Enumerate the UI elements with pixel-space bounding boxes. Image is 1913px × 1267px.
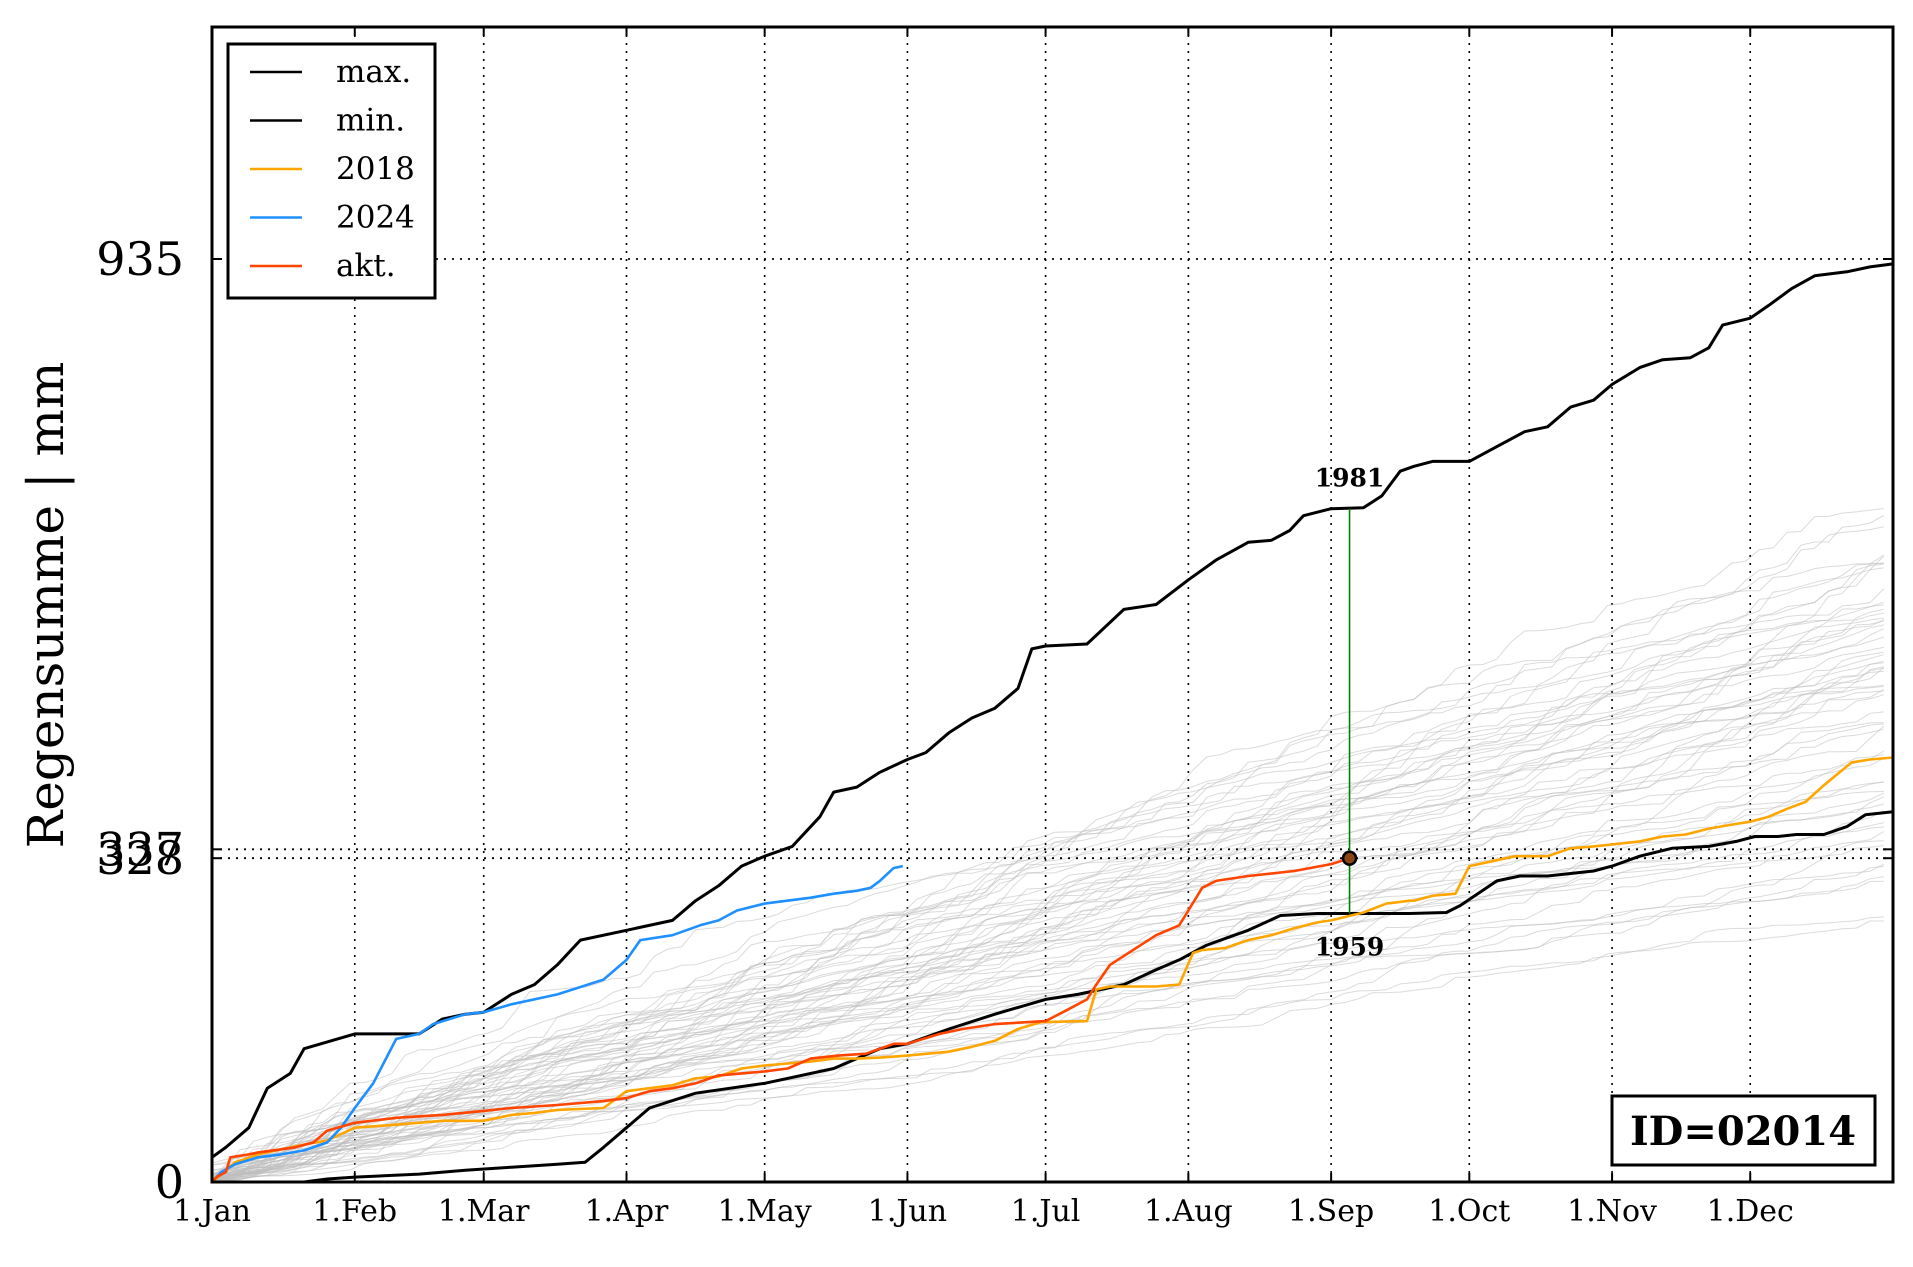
history-line-51	[211, 725, 1885, 1179]
history-line-31	[211, 876, 1884, 1180]
x-tick-label-2: 1.Mar	[438, 1194, 530, 1229]
reference-lines	[212, 258, 1893, 860]
history-line-59	[211, 514, 1885, 1164]
x-tick-label-5: 1.Jun	[868, 1194, 947, 1229]
history-line-1	[211, 781, 1884, 1182]
y-axis-label: Regensumme | mm	[17, 362, 75, 849]
legend: max. min. 2018 2024 akt.	[226, 42, 437, 300]
history-line-43	[211, 555, 1885, 1180]
history-line-23	[211, 694, 1884, 1174]
x-tick-label-8: 1.Sep	[1288, 1194, 1374, 1229]
history-line-40	[211, 563, 1884, 1180]
series-line-akt	[211, 856, 1350, 1183]
legend-label-1: min.	[336, 103, 405, 139]
y-tick-label-935: 935	[96, 232, 184, 286]
x-tick-label-4: 1.May	[718, 1194, 812, 1229]
station-id-box: ID=02014	[1610, 1094, 1877, 1167]
y-tick-label-0: 0	[155, 1155, 184, 1209]
x-tick-label-6: 1.Jul	[1011, 1194, 1081, 1229]
history-line-14	[211, 686, 1884, 1182]
x-tick-label-3: 1.Apr	[585, 1194, 669, 1229]
history-line-57	[211, 865, 1884, 1182]
history-line-3	[211, 754, 1884, 1182]
y-tick-label-337: 337	[96, 822, 184, 876]
history-line-15	[211, 781, 1884, 1176]
history-lines	[211, 508, 1885, 1183]
history-line-55	[211, 666, 1884, 1181]
history-line-48	[211, 562, 1884, 1166]
history-line-11	[211, 588, 1885, 1182]
history-line-36	[211, 920, 1884, 1183]
history-line-50	[211, 670, 1884, 1182]
legend-label-4: akt.	[336, 248, 396, 284]
x-tick-label-11: 1.Dec	[1707, 1194, 1794, 1229]
series-line-2024	[211, 864, 904, 1183]
history-line-53	[211, 711, 1884, 1181]
legend-label-2: 2018	[336, 151, 415, 187]
current-point-marker	[1341, 850, 1358, 866]
x-tick-label-7: 1.Aug	[1144, 1194, 1233, 1229]
history-line-34	[211, 662, 1884, 1179]
annotation-1: 1959	[1315, 932, 1385, 961]
history-line-44	[211, 840, 1884, 1182]
history-line-38	[211, 792, 1885, 1181]
history-line-47	[211, 567, 1884, 1180]
history-line-33	[211, 601, 1884, 1181]
station-id-label: ID=02014	[1630, 1108, 1856, 1155]
annotation-0: 1981	[1315, 464, 1385, 493]
x-tick-label-10: 1.Nov	[1567, 1194, 1657, 1229]
history-line-12	[211, 651, 1884, 1183]
history-line-49	[211, 916, 1884, 1182]
history-line-30	[211, 822, 1884, 1183]
history-line-7	[211, 728, 1884, 1175]
history-line-18	[211, 508, 1884, 1182]
x-tick-label-1: 1.Feb	[312, 1194, 397, 1229]
annotations: 1981 1959	[1315, 464, 1385, 962]
series-lines	[211, 262, 1894, 1184]
y-tick-label-328: 328	[96, 831, 184, 885]
axis-ticks: 1.Jan 1.Feb 1.Mar 1.Apr 1.May 1.Jun 1.Jul 1.Aug…	[96, 27, 1893, 1229]
series-line-min	[212, 810, 1894, 1184]
legend-frame	[226, 42, 437, 300]
station-id-frame	[1610, 1094, 1877, 1167]
history-line-20	[211, 526, 1884, 1177]
history-line-8	[211, 690, 1884, 1180]
history-line-39	[211, 554, 1885, 1179]
series-line-max	[211, 262, 1894, 1159]
plot-frame	[210, 25, 1895, 1184]
legend-label-3: 2024	[336, 200, 415, 236]
history-line-27	[211, 722, 1884, 1179]
x-tick-label-9: 1.Oct	[1428, 1194, 1510, 1229]
x-tick-label-0: 1.Jan	[173, 1194, 251, 1229]
legend-label-0: max.	[336, 54, 411, 90]
history-line-46	[211, 880, 1884, 1181]
history-line-56	[211, 604, 1884, 1181]
history-line-19	[211, 660, 1884, 1183]
series-line-2018	[211, 756, 1894, 1183]
history-line-13	[211, 562, 1884, 1180]
